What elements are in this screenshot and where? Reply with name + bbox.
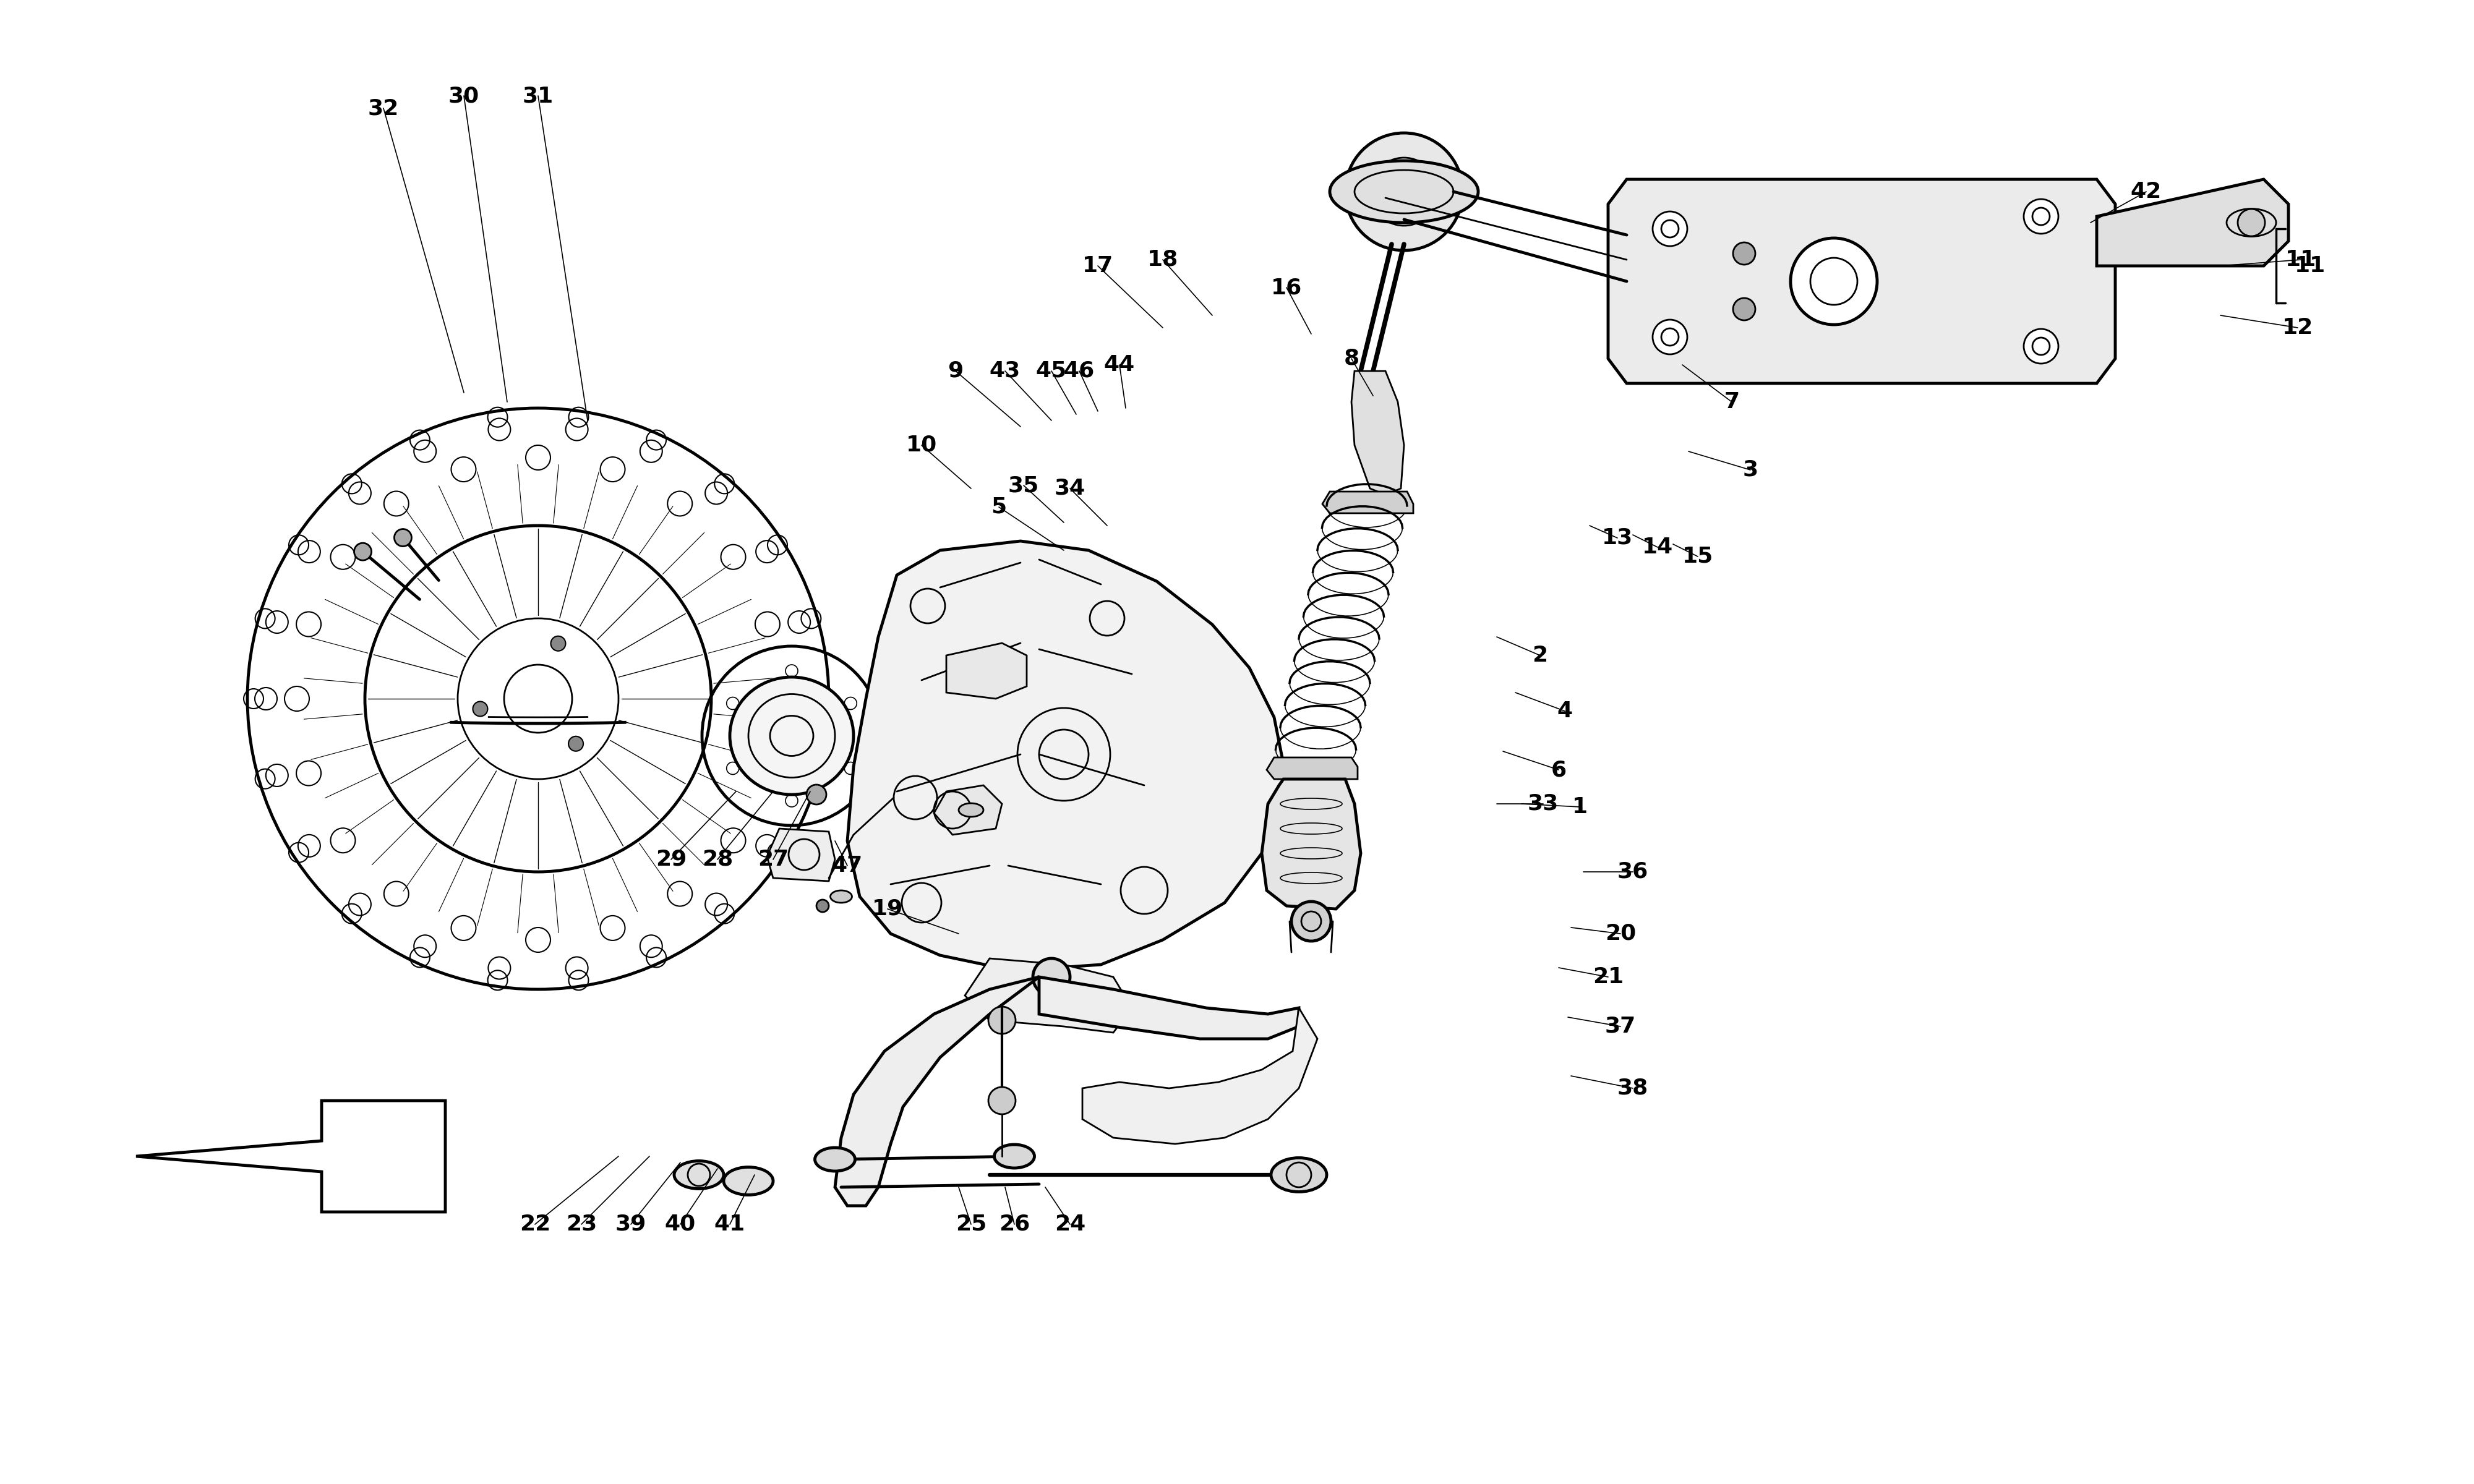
Polygon shape [1262,779,1361,908]
Text: 25: 25 [955,1214,987,1235]
Circle shape [2236,209,2266,236]
Circle shape [1346,134,1462,251]
Circle shape [2024,329,2058,364]
Polygon shape [1321,491,1413,513]
Text: 30: 30 [448,85,480,107]
Text: 33: 33 [1526,794,1559,815]
Polygon shape [935,785,1002,834]
Text: 20: 20 [1606,923,1635,944]
Circle shape [990,1086,1017,1114]
Text: 47: 47 [831,855,863,876]
Text: 35: 35 [1007,475,1039,496]
Ellipse shape [1272,1158,1326,1192]
Polygon shape [1039,976,1299,1039]
Text: 41: 41 [715,1214,745,1235]
Circle shape [393,528,411,546]
Text: 11: 11 [2286,249,2316,270]
Text: 11: 11 [2293,255,2326,276]
Circle shape [1732,242,1757,264]
Text: 38: 38 [1618,1077,1648,1098]
Text: 43: 43 [990,361,1022,381]
Ellipse shape [831,890,851,902]
Text: 15: 15 [1682,546,1714,567]
Circle shape [1732,298,1757,321]
Text: 40: 40 [666,1214,695,1235]
Text: 42: 42 [2130,181,2162,202]
Text: 12: 12 [2281,318,2313,338]
Text: 37: 37 [1606,1017,1635,1037]
Text: 18: 18 [1148,249,1178,270]
Circle shape [990,1006,1017,1034]
Text: 9: 9 [948,361,962,381]
Ellipse shape [814,1147,856,1171]
Text: 19: 19 [871,898,903,920]
Text: 26: 26 [999,1214,1029,1235]
Text: 45: 45 [1037,361,1066,381]
Circle shape [1653,319,1687,355]
Circle shape [1291,901,1331,941]
Text: 46: 46 [1064,361,1096,381]
Text: 8: 8 [1343,349,1358,370]
Circle shape [1791,237,1878,325]
Text: 34: 34 [1054,478,1086,499]
Text: 44: 44 [1103,355,1136,375]
Text: 3: 3 [1742,460,1759,481]
Circle shape [816,899,829,913]
Text: 32: 32 [369,98,398,119]
Text: 14: 14 [1643,537,1672,558]
Circle shape [552,637,567,651]
Circle shape [807,785,826,804]
Circle shape [569,736,584,751]
Text: 17: 17 [1081,255,1113,276]
Circle shape [2024,199,2058,233]
Polygon shape [1608,180,2115,383]
Text: 28: 28 [703,849,732,870]
Circle shape [473,702,487,717]
Text: 7: 7 [1724,392,1739,413]
Text: 6: 6 [1551,760,1566,781]
Polygon shape [836,976,1039,1205]
Polygon shape [846,542,1286,971]
Ellipse shape [1331,160,1479,223]
Text: 23: 23 [567,1214,596,1235]
Polygon shape [945,643,1027,699]
Text: 39: 39 [616,1214,646,1235]
Polygon shape [1351,371,1405,494]
Text: 29: 29 [656,849,688,870]
Polygon shape [767,828,836,881]
Circle shape [1653,211,1687,246]
Text: 24: 24 [1054,1214,1086,1235]
Text: 22: 22 [520,1214,552,1235]
Text: 21: 21 [1593,966,1623,987]
Circle shape [1034,959,1069,996]
Ellipse shape [730,677,854,794]
Text: 13: 13 [1601,527,1633,549]
Polygon shape [2098,180,2288,266]
Text: 4: 4 [1556,700,1573,721]
Ellipse shape [722,1166,772,1195]
Polygon shape [965,959,1133,1033]
Ellipse shape [995,1144,1034,1168]
Polygon shape [1084,1008,1316,1144]
Text: 5: 5 [992,497,1007,518]
Text: 36: 36 [1618,861,1648,883]
Text: 10: 10 [905,435,938,456]
Ellipse shape [960,803,985,816]
Circle shape [354,543,371,561]
Text: 27: 27 [757,849,789,870]
Polygon shape [136,1101,445,1212]
Text: 2: 2 [1531,646,1549,666]
Text: 31: 31 [522,85,554,107]
Polygon shape [1267,757,1358,779]
Text: 16: 16 [1272,278,1301,298]
Text: 1: 1 [1573,797,1588,818]
Ellipse shape [673,1160,722,1189]
